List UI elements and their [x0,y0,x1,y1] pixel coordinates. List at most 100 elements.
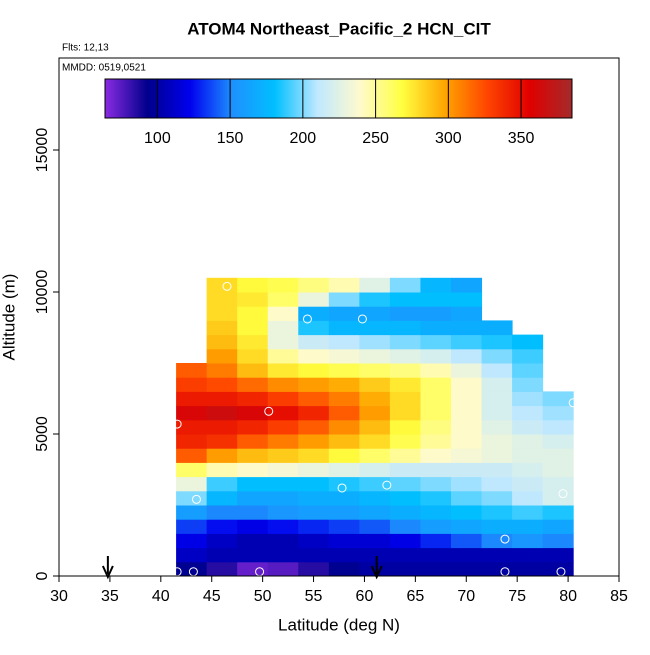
heatmap-cell [451,405,483,421]
heatmap-cell [328,320,360,336]
heatmap-cell [512,391,544,407]
heatmap-cell [389,434,421,449]
heatmap-cell [267,505,299,520]
heatmap-cell [451,533,483,549]
heatmap-cell [206,462,238,478]
heatmap-cell [359,448,391,463]
heatmap-cell [206,519,238,534]
sample-point [302,314,312,324]
heatmap-cell [237,490,269,506]
heatmap-cell [176,533,208,549]
x-tick-label: 70 [457,588,475,605]
heatmap-cell [481,448,513,463]
heatmap-cell [206,277,238,293]
heatmap-cell [206,363,238,378]
heatmap-cell [481,490,513,506]
heatmap-cell [237,292,269,307]
flight-arrow [370,556,383,580]
heatmap-cell [359,277,391,293]
heatmap-cell [512,448,544,463]
colorbar-tick-label: 350 [508,130,535,147]
heatmap-cell [328,391,360,407]
heatmap-cell [237,519,269,534]
colorbar-tick-label: 300 [435,130,462,147]
heatmap-cell [176,490,208,506]
heatmap-cell [267,419,299,435]
heatmap-cell [298,391,330,407]
x-tick-label: 35 [101,588,119,605]
heatmap-cell [481,476,513,492]
heatmap-cell [298,490,330,506]
heatmap-cell [176,547,208,563]
heatmap-cell [298,277,330,293]
heatmap-cell [542,391,574,407]
heatmap-cell [359,547,391,563]
heatmap-cell [512,490,544,506]
heatmap-cell [267,363,299,378]
heatmap-cell [451,519,483,534]
y-tick-label: 15000 [34,128,51,173]
heatmap-cell [298,306,330,321]
heatmap-cell [359,320,391,336]
heatmap-cell [267,306,299,321]
heatmap-cell [389,448,421,463]
heatmap-cell [298,334,330,350]
sample-point [191,494,201,504]
heatmap-cell [420,533,452,549]
heatmap-cell [267,391,299,407]
heatmap-cell [237,334,269,350]
heatmap-cell [451,320,483,336]
heatmap-cell [389,505,421,520]
heatmap-cell [481,334,513,350]
heatmap-cell [237,448,269,463]
chart-title: ATOM4 Northeast_Pacific_2 HCN_CIT [187,19,491,38]
heatmap-cell [420,419,452,435]
heatmap-cell [328,334,360,350]
heatmap-cell [512,462,544,478]
heatmap-cell [237,348,269,364]
heatmap-cell [451,334,483,350]
heatmap-cell [481,547,513,563]
heatmap-cell [267,519,299,534]
heatmap-cell [451,363,483,378]
heatmap-cell [451,505,483,520]
y-tick-label: 0 [34,571,51,580]
heatmap-cell [512,547,544,563]
x-tick-label: 75 [508,588,526,605]
heatmap-cell [420,490,452,506]
heatmap-cell [206,434,238,449]
heatmap-cell [237,419,269,435]
sample-point [459,267,469,277]
sample-point [222,281,232,291]
heatmap-cell [512,363,544,378]
heatmap-cell [298,419,330,435]
heatmap-cell [451,277,483,293]
heatmap-cell [206,476,238,492]
heatmap-cell [359,519,391,534]
heatmap-cell [512,561,544,577]
heatmap-cell [176,419,208,435]
heatmap-cell [298,476,330,492]
heatmap-cell [206,505,238,520]
heatmap-cell [237,434,269,449]
y-axis-label: Altitude (m) [0,274,18,361]
heatmap-cell [328,490,360,506]
heatmap-cell [267,334,299,350]
heatmap-cell [237,547,269,563]
heatmap-cell [512,348,544,364]
colorbar-tick-label: 150 [217,130,244,147]
x-tick-label: 45 [203,588,221,605]
heatmap-cell [206,334,238,350]
heatmap-cell [176,377,208,392]
heatmap-cell [206,391,238,407]
colorbar-tick-label: 250 [362,130,389,147]
heatmap-cell [451,348,483,364]
x-tick-label: 30 [50,588,68,605]
heatmap-cell [451,490,483,506]
heatmap-cell [267,490,299,506]
heatmap-cell [237,462,269,478]
dates-label: MMDD: 0519,0521 [62,63,146,74]
heatmap-cell [420,505,452,520]
heatmap-cell [298,363,330,378]
